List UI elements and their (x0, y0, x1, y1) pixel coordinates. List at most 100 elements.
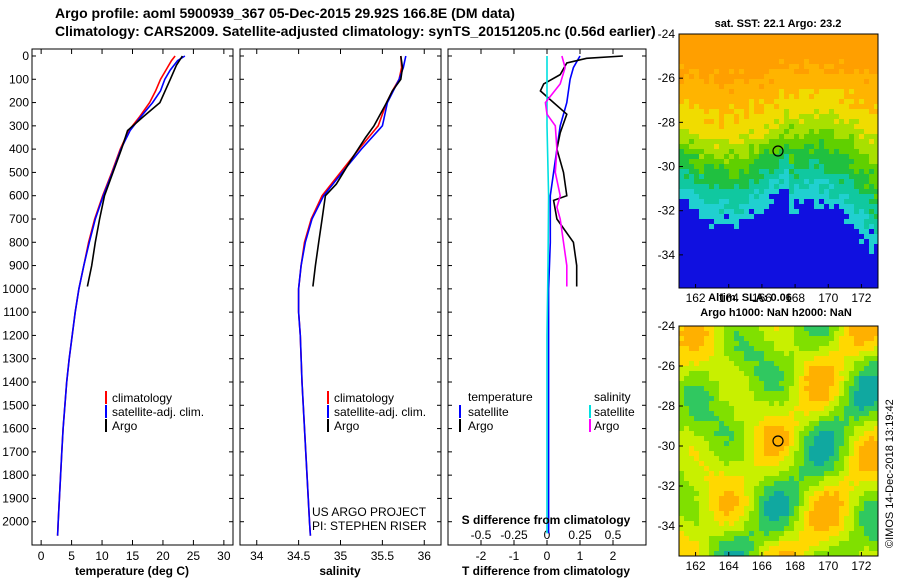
map-cell (819, 154, 824, 159)
map-cell (739, 346, 744, 351)
map-cell (744, 446, 749, 451)
map-cell (699, 109, 704, 114)
map-cell (719, 436, 724, 441)
legend-argo-label: Argo (334, 419, 360, 433)
map-cell (819, 234, 824, 239)
sla-map-title1: Altim. SLA: 0.06 (708, 292, 792, 304)
map-cell (779, 284, 784, 288)
x-tick-label: 36 (418, 549, 432, 563)
map-cell (794, 481, 799, 486)
map-cell (729, 189, 734, 194)
map-cell (739, 39, 744, 44)
map-cell (734, 526, 739, 531)
map-cell (724, 436, 729, 441)
map-cell (774, 189, 779, 194)
map-cell (854, 249, 859, 254)
map-cell (859, 546, 864, 551)
map-cell (854, 144, 859, 149)
map-cell (789, 234, 794, 239)
map-cell (739, 129, 744, 134)
map-cell (699, 174, 704, 179)
map-cell (794, 284, 799, 288)
map-cell (744, 381, 749, 386)
map-cell (854, 436, 859, 441)
map-cell (744, 194, 749, 199)
map-x-tick-label: 172 (851, 559, 871, 573)
map-cell (784, 169, 789, 174)
map-cell (679, 496, 684, 501)
map-cell (849, 59, 854, 64)
map-cell (689, 174, 694, 179)
map-cell (779, 331, 784, 336)
map-cell (754, 476, 759, 481)
map-cell (854, 39, 859, 44)
map-cell (764, 264, 769, 269)
map-cell (784, 366, 789, 371)
map-cell (864, 531, 869, 536)
map-cell (869, 79, 874, 84)
x-tick-label: 20 (156, 549, 170, 563)
map-cell (694, 366, 699, 371)
map-cell (709, 184, 714, 189)
map-cell (824, 199, 829, 204)
map-cell (874, 174, 878, 179)
map-cell (714, 119, 719, 124)
map-cell (699, 179, 704, 184)
map-cell (824, 124, 829, 129)
map-cell (829, 551, 834, 556)
map-cell (709, 361, 714, 366)
map-cell (824, 99, 829, 104)
map-cell (774, 331, 779, 336)
map-cell (839, 356, 844, 361)
map-cell (804, 34, 809, 39)
map-cell (789, 34, 794, 39)
map-cell (849, 346, 854, 351)
map-cell (839, 481, 844, 486)
map-cell (799, 346, 804, 351)
map-cell (759, 174, 764, 179)
map-cell (759, 169, 764, 174)
map-cell (814, 421, 819, 426)
map-cell (864, 451, 869, 456)
map-cell (734, 219, 739, 224)
map-cell (684, 229, 689, 234)
map-cell (824, 249, 829, 254)
map-cell (839, 109, 844, 114)
map-cell (814, 551, 819, 556)
map-y-tick-label: -32 (658, 479, 676, 493)
map-cell (844, 431, 849, 436)
map-cell (844, 421, 849, 426)
map-cell (834, 204, 839, 209)
x-tick-label: 15 (126, 549, 140, 563)
map-cell (859, 229, 864, 234)
map-cell (769, 174, 774, 179)
map-cell (694, 356, 699, 361)
map-cell (729, 531, 734, 536)
map-cell (814, 391, 819, 396)
map-cell (699, 436, 704, 441)
map-cell (684, 134, 689, 139)
map-cell (684, 451, 689, 456)
map-cell (729, 154, 734, 159)
map-cell (709, 259, 714, 264)
map-cell (739, 356, 744, 361)
map-cell (729, 74, 734, 79)
map-cell (834, 491, 839, 496)
map-cell (779, 466, 784, 471)
map-cell (739, 536, 744, 541)
map-cell (744, 84, 749, 89)
map-cell (839, 526, 844, 531)
map-cell (814, 279, 819, 284)
map-cell (764, 274, 769, 279)
legend-t-sat-label: satellite (468, 405, 509, 419)
map-cell (859, 501, 864, 506)
map-cell (689, 124, 694, 129)
map-cell (719, 49, 724, 54)
map-cell (764, 351, 769, 356)
map-cell (704, 174, 709, 179)
map-cell (779, 531, 784, 536)
map-cell (739, 264, 744, 269)
map-cell (714, 209, 719, 214)
map-cell (799, 89, 804, 94)
map-cell (714, 129, 719, 134)
